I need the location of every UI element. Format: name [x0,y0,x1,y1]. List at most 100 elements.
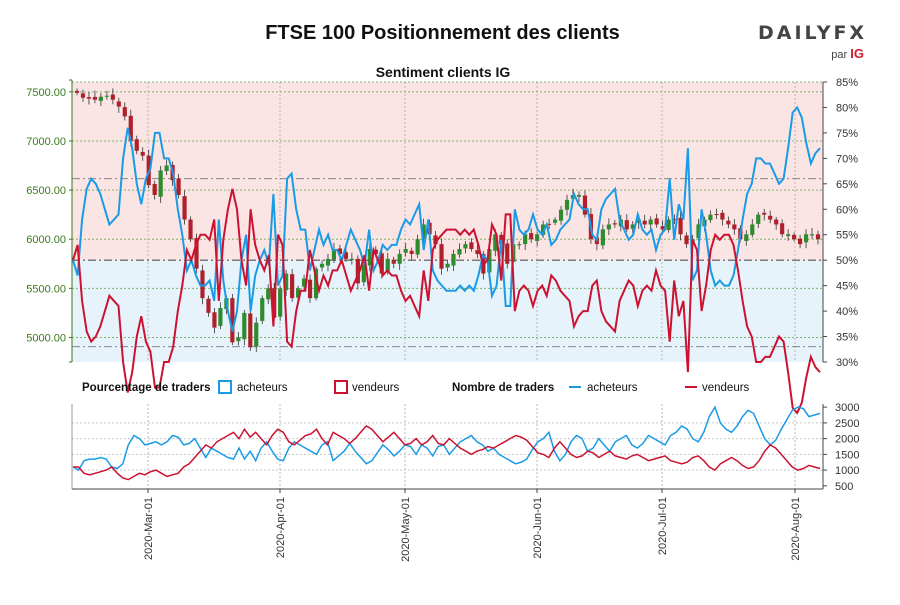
candle-body [744,234,749,241]
candle-body [582,195,588,215]
legend-count-sellers: vendeurs [702,382,750,394]
seller-zone [72,82,823,261]
candle-body [636,219,641,223]
pct-tick-label: 75% [836,128,858,140]
candle-body [547,223,552,225]
price-tick-label: 7500.00 [26,87,66,99]
pct-tick-label: 80% [836,102,858,114]
candle-body [529,233,534,240]
candle-body [385,258,390,272]
pct-tick-label: 30% [836,357,858,369]
bottom-panel: 500 1000 1500 2000 2500 3000 2020-Mar-01 2020-A… [71,402,859,562]
legend-pct-sellers-swatch [334,380,348,394]
candle-body [242,312,247,340]
candle-body [732,224,737,230]
pct-tick-label: 70% [836,153,858,165]
candle-body [284,273,289,291]
candle-body [122,107,127,117]
candle-body [403,249,408,253]
logo-ig: IG [850,46,864,61]
candle-body [313,268,319,299]
candle-body [260,298,265,321]
candle-body [684,235,689,245]
candle-body [606,224,611,230]
candle-body [696,224,701,239]
logo-subtitle: par IG [831,46,864,61]
candle-body [612,223,617,225]
candle-body [331,249,337,260]
candle-body [415,239,420,255]
count-sellers-line [73,425,821,481]
candle-body [182,196,187,220]
legend-pct-sellers: vendeurs [352,382,400,394]
candle-body [319,263,325,268]
date-tick-label: 2020-Jun-01 [532,497,544,559]
candle-body [230,298,235,343]
candle-body [600,229,605,246]
pct-tick-label: 60% [836,204,858,216]
candle-body [786,234,791,237]
candle-body [768,215,773,220]
candle-body [104,95,109,97]
candle-body [325,258,331,266]
candle-body [433,235,438,245]
candle-body [290,274,295,299]
candle-body [176,178,181,195]
candle-body [666,219,671,230]
logo-par: par [831,49,848,61]
candle-body [797,238,803,245]
candle-body [457,249,462,255]
candle-body [254,322,259,347]
candle-body [307,279,313,299]
candle-body [188,219,193,240]
chart-subtitle: Sentiment clients IG [376,64,511,80]
candle-body [266,288,271,300]
candle-body [750,224,755,235]
candle-body [194,238,199,269]
top-panel: 5000.00 5500.00 6000.00 6500.00 7000.00 7500.… [26,77,858,415]
candle-body [421,224,426,239]
count-tick-label: 2000 [835,434,859,446]
candle-body [140,151,145,156]
candle-body [164,165,169,172]
candle-body [624,220,629,230]
legend-pct-buyers-swatch [218,380,232,394]
candle-body [756,214,761,224]
pct-sellers-line [72,188,821,415]
pct-tick-label: 85% [836,77,858,89]
count-tick-label: 500 [835,481,853,493]
pct-tick-label: 65% [836,179,858,191]
candle-body [660,226,665,230]
candle-body [152,183,157,195]
candle-body [86,97,92,99]
price-tick-label: 6500.00 [26,185,66,197]
candle-body [128,115,133,141]
candle-body [809,234,815,236]
candle-body [110,94,115,100]
count-tick-label: 1500 [835,449,859,461]
candle-body [762,212,767,215]
candle-body [780,223,785,235]
pct-buyers-line [72,105,821,332]
candle-body [200,270,205,299]
candle-body [134,139,139,151]
pct-tick-label: 35% [836,332,858,344]
count-tick-label: 2500 [835,418,859,430]
candle-body [535,234,540,241]
candle-body [98,96,103,101]
candle-body [803,234,809,243]
candle-body [672,218,677,220]
candle-body [469,242,474,250]
candle-body [212,312,217,328]
date-tick-label: 2020-Jul-01 [657,497,669,555]
candle-body [505,243,510,264]
candle-body [648,219,653,225]
candle-body [349,258,354,261]
candle-body [397,253,402,264]
candle-body [463,244,468,249]
candle-body [92,96,98,100]
candle-body [517,244,522,246]
legend-count-buyers: acheteurs [587,382,638,394]
candle-body [379,253,384,274]
